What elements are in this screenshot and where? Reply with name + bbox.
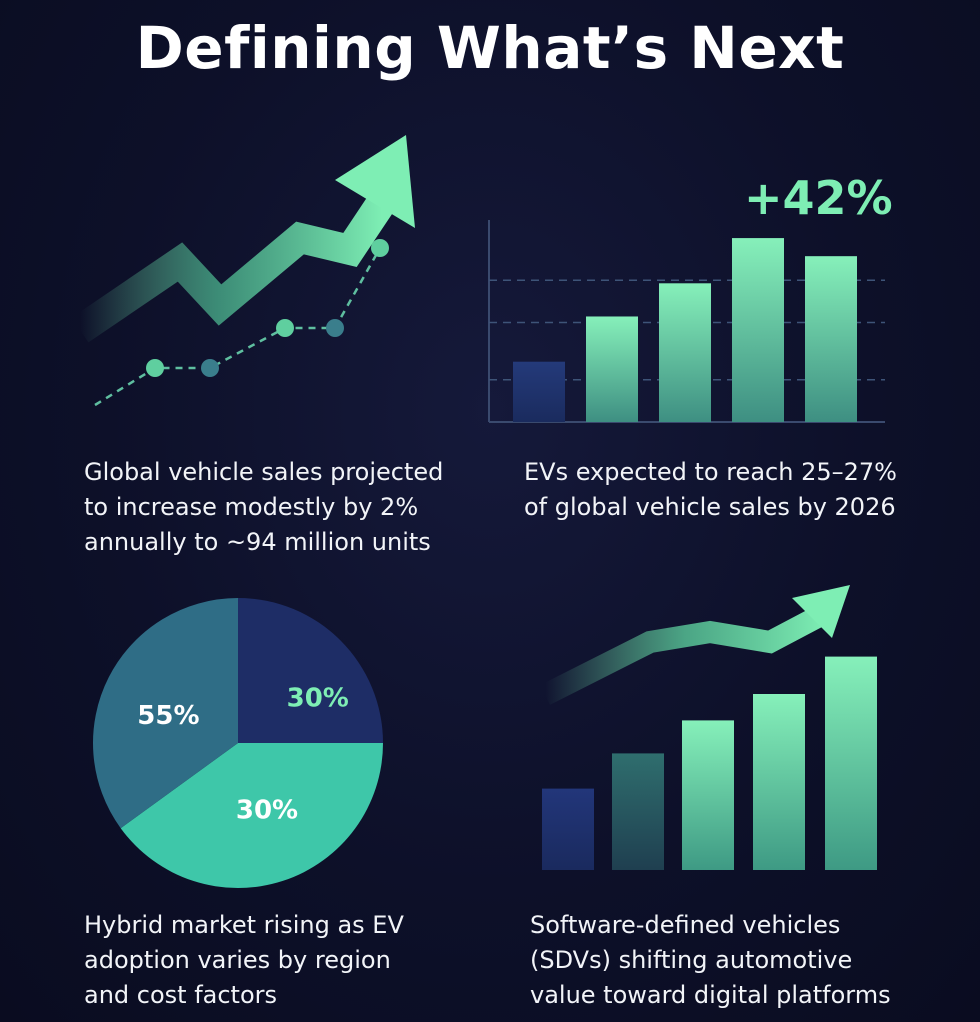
caption-line: EVs expected to reach 25–27% xyxy=(524,458,897,486)
caption-hybrid-market: Hybrid market rising as EV adoption vari… xyxy=(84,908,404,1013)
page-title: Defining What’s Next xyxy=(135,14,845,82)
data-point xyxy=(371,239,389,257)
pie-slice-label: 55% xyxy=(137,701,199,731)
bar xyxy=(542,788,594,870)
bar xyxy=(513,361,565,422)
data-point xyxy=(201,359,219,377)
bar xyxy=(732,238,784,422)
bar xyxy=(805,256,857,422)
caption-sdv: Software-defined vehicles (SDVs) shiftin… xyxy=(530,908,891,1013)
caption-ev-share: EVs expected to reach 25–27% of global v… xyxy=(524,455,897,525)
bar xyxy=(682,720,734,870)
caption-line: adoption varies by region xyxy=(84,946,391,974)
hybrid-pie-chart: 30% 30% 55% xyxy=(92,598,383,889)
caption-line: Hybrid market rising as EV xyxy=(84,911,404,939)
bar xyxy=(659,283,711,422)
trend-dotted-line xyxy=(94,247,382,407)
bar xyxy=(612,753,664,870)
caption-line: value toward digital platforms xyxy=(530,981,891,1009)
caption-line: Global vehicle sales projected xyxy=(84,458,444,486)
pie-slice-label: 30% xyxy=(287,684,349,714)
caption-line: to increase modestly by 2% xyxy=(84,493,419,521)
caption-line: and cost factors xyxy=(84,981,278,1009)
bar xyxy=(825,656,877,870)
pie-slice xyxy=(92,598,238,829)
trend-up-arrow-icon xyxy=(71,135,415,343)
ev-bar-chart: +42% xyxy=(488,171,893,423)
bar xyxy=(586,316,638,422)
trend-up-arrow-icon xyxy=(540,585,850,705)
pie-slice-label: 30% xyxy=(236,795,298,825)
data-point xyxy=(326,319,344,337)
caption-line: annually to ~94 million units xyxy=(84,528,431,556)
growth-annotation: +42% xyxy=(744,171,893,225)
caption-global-sales: Global vehicle sales projected to increa… xyxy=(84,455,443,560)
caption-line: of global vehicle sales by 2026 xyxy=(524,493,896,521)
bar xyxy=(753,694,805,870)
sdv-bar-chart xyxy=(540,585,877,870)
pie-slice xyxy=(238,598,383,743)
data-point xyxy=(146,359,164,377)
caption-line: (SDVs) shifting automotive xyxy=(530,946,853,974)
caption-line: Software-defined vehicles xyxy=(530,911,841,939)
data-point xyxy=(276,319,294,337)
pie-slice xyxy=(120,743,383,889)
trend-line-chart xyxy=(71,135,415,407)
